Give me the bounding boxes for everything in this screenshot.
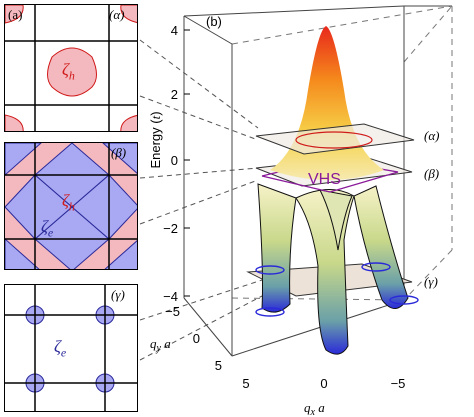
zeta-h-symbol: ζh [62, 60, 75, 83]
pocket-ring-right [361, 262, 391, 272]
connector-alpha-1 [139, 39, 259, 129]
ytick-label-4: 4 [171, 23, 178, 38]
panel-alpha-art [5, 5, 137, 131]
ytick-label-0: 0 [171, 153, 178, 168]
connector-gamma-2 [139, 295, 263, 361]
level-beta-label: (β) [111, 145, 127, 160]
qy-tick-0: 0 [193, 331, 200, 346]
band-leg-back [319, 189, 353, 251]
panel-alpha: (a) (α) ζh [4, 4, 138, 132]
band-leg-right [353, 185, 409, 309]
box-edge [183, 5, 405, 17]
qy-tick-m5: −5 [165, 304, 180, 319]
qx-axis-label: qx a [304, 400, 325, 417]
energy-axis-label: Energy (t) [148, 111, 163, 168]
box-edge [403, 5, 453, 63]
pocket-ring-front-right [389, 295, 419, 305]
panel-b-label: (b) [206, 14, 222, 29]
hole-contour-alpha [295, 131, 373, 149]
ytick-label-2: 2 [171, 87, 178, 102]
band-peak [270, 26, 384, 180]
connector-beta-2 [139, 179, 259, 225]
energy-plane-alpha [255, 123, 415, 155]
box-edge [183, 297, 233, 357]
zeta-e-symbol-beta: ζe [41, 217, 54, 240]
vhs-contour [261, 159, 399, 193]
energy-plane-beta [255, 155, 413, 187]
pocket-ring-left [255, 265, 285, 275]
panel-gamma-art [5, 285, 137, 411]
plot-level-alpha: (α) [424, 128, 439, 143]
panel-beta-art [5, 143, 137, 269]
energy-plane-gamma [246, 263, 413, 297]
panel-a-label: (a) [8, 7, 23, 22]
qx-tick-m5: −5 [391, 376, 406, 391]
box-edge [231, 5, 453, 45]
zeta-h-symbol-beta: ζh [62, 191, 75, 214]
panel-gamma: (γ) ζe [4, 284, 138, 412]
connector-beta-1 [139, 167, 259, 179]
box-edge [231, 297, 405, 301]
qx-tick-5: 5 [242, 376, 249, 391]
band-leg-left [257, 183, 297, 313]
band-leg-center [295, 189, 355, 355]
box-edge [231, 299, 405, 357]
ytick-label-m2: −2 [163, 221, 178, 236]
pocket-ring-front-left [255, 307, 285, 317]
plot-level-gamma: (γ) [424, 274, 438, 289]
level-alpha-label: (α) [109, 7, 125, 22]
ytick-label-m4: −4 [163, 289, 178, 304]
panel-beta: (β) ζh ζe [4, 142, 138, 270]
level-gamma-label: (γ) [111, 287, 125, 302]
box-edge [403, 249, 453, 301]
vhs-label: VHS [308, 171, 341, 188]
qy-axis-label: qy a [150, 336, 171, 354]
qy-tick-5: 5 [215, 358, 222, 373]
box-edge [183, 15, 233, 45]
connector-gamma-1 [139, 279, 263, 321]
qx-tick-0: 0 [320, 376, 327, 391]
zeta-e-symbol-gamma: ζe [54, 337, 67, 360]
connector-alpha-2 [139, 95, 259, 141]
plot-level-beta: (β) [424, 166, 439, 181]
